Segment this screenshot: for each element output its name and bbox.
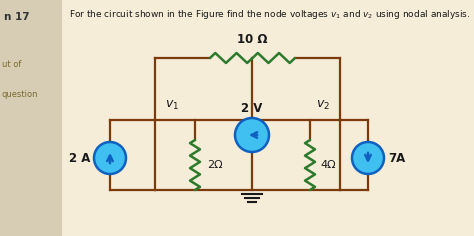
Text: question: question: [2, 90, 38, 99]
Text: 2Ω: 2Ω: [207, 160, 223, 170]
Circle shape: [235, 118, 269, 152]
Text: 7A: 7A: [388, 152, 405, 164]
Text: For the circuit shown in the Figure find the node voltages $\mathit{v}_1$ and $\: For the circuit shown in the Figure find…: [69, 8, 471, 21]
Circle shape: [94, 142, 126, 174]
Text: n 17: n 17: [4, 12, 29, 22]
Text: 4Ω: 4Ω: [320, 160, 336, 170]
Circle shape: [352, 142, 384, 174]
Bar: [0, 0, 62, 236]
Text: 10 Ω: 10 Ω: [237, 33, 268, 46]
Text: $v_2$: $v_2$: [316, 99, 330, 112]
Text: ut of: ut of: [2, 60, 21, 69]
Text: $v_1$: $v_1$: [165, 99, 179, 112]
Text: 2 V: 2 V: [241, 102, 263, 115]
Text: 2 A: 2 A: [69, 152, 90, 164]
